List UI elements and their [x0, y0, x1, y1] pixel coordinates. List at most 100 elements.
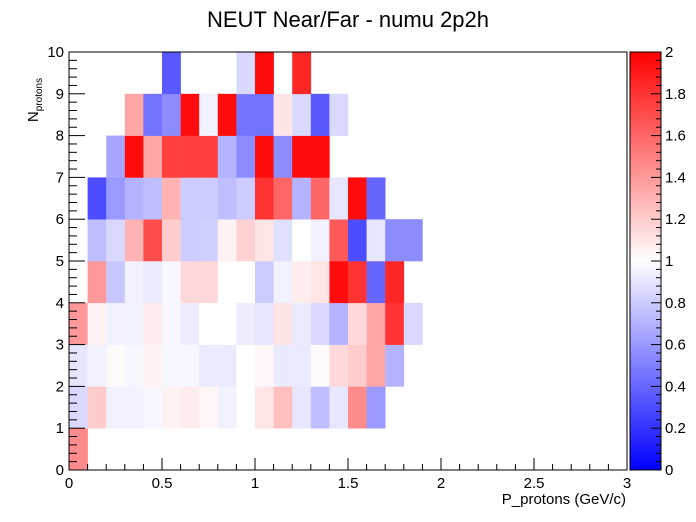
x-tick-label: 1 — [251, 475, 259, 492]
heatmap-cell — [385, 302, 405, 345]
x-tick-label: 3 — [623, 475, 631, 492]
heatmap-cell — [348, 261, 367, 304]
y-tick-label: 0 — [56, 462, 64, 479]
heatmap-cell — [255, 177, 274, 220]
heatmap-cell — [292, 344, 312, 387]
heatmap-cell — [217, 302, 237, 345]
heatmap-cell — [292, 135, 312, 178]
heatmap-cell — [292, 52, 312, 95]
heatmap-cell — [124, 177, 144, 220]
y-tick-label: 2 — [56, 378, 64, 395]
heatmap-cell — [162, 135, 181, 178]
heatmap-cell — [143, 219, 163, 262]
heatmap-cell — [273, 135, 293, 178]
heatmap-cell — [348, 219, 367, 262]
heatmap-cell — [366, 302, 386, 345]
heatmap-cell — [310, 261, 330, 304]
x-tick-label: 0.5 — [152, 475, 173, 492]
heatmap-cell — [366, 344, 386, 387]
heatmap-cell — [180, 219, 200, 262]
heatmap-cell — [366, 177, 386, 220]
heatmap-cell — [217, 177, 237, 220]
color-scale-axis: 0 0.2 0.4 0.6 0.8 1 1.2 1.4 1.6 1.8 2 — [651, 44, 686, 479]
heatmap-cell — [124, 93, 144, 136]
heatmap-cell — [273, 302, 293, 345]
heatmap-cell — [310, 135, 330, 178]
heatmap-cell — [162, 52, 181, 95]
heatmap-cell — [255, 93, 274, 136]
heatmap-cell — [162, 261, 181, 304]
heatmap-cell — [273, 386, 293, 429]
heatmap-cell — [329, 302, 349, 345]
y-tick-label: 4 — [56, 295, 64, 312]
heatmap-cell — [217, 135, 237, 178]
color-scale-tick-label: 0.6 — [665, 337, 686, 354]
heatmap-cell — [348, 302, 367, 345]
y-tick-label: 8 — [56, 128, 64, 145]
heatmap-cell — [162, 344, 181, 387]
heatmap-cell — [310, 302, 330, 345]
color-scale-tick-label: 0.2 — [665, 420, 686, 437]
heatmap-cell — [124, 344, 144, 387]
heatmap-cell — [236, 135, 256, 178]
heatmap-cell — [236, 177, 256, 220]
heatmap-cell — [180, 93, 200, 136]
heatmap-cell — [87, 344, 107, 387]
heatmap-cell — [273, 177, 293, 220]
heatmap-cell — [348, 177, 367, 220]
heatmap-cell — [106, 386, 126, 429]
x-tick-label: 2 — [437, 475, 445, 492]
heatmap-cell — [162, 386, 181, 429]
y-tick-label: 5 — [56, 253, 64, 270]
x-tick-label: 0 — [65, 475, 73, 492]
heatmap-cell — [87, 219, 107, 262]
x-axis: 0 0.5 1 1.5 2 2.5 3 — [65, 458, 631, 492]
heatmap-cell — [236, 386, 256, 429]
heatmap-cell — [143, 177, 163, 220]
y-tick-label: 1 — [56, 420, 64, 437]
heatmap-cell — [106, 135, 126, 178]
heatmap-cell — [273, 344, 293, 387]
color-scale-tick-label: 1.4 — [665, 169, 686, 186]
color-scale-tick-label: 1.2 — [665, 211, 686, 228]
heatmap-cells — [69, 52, 423, 471]
heatmap-cell — [236, 261, 256, 304]
heatmap-cell — [348, 344, 367, 387]
heatmap-cell — [292, 261, 312, 304]
heatmap-cell — [255, 135, 274, 178]
heatmap-cell — [273, 261, 293, 304]
heatmap-cell — [329, 344, 349, 387]
x-tick-label: 1.5 — [338, 475, 359, 492]
heatmap-cell — [292, 302, 312, 345]
heatmap-cell — [106, 302, 126, 345]
y-axis-label-main: N — [25, 111, 42, 122]
y-tick-label: 6 — [56, 211, 64, 228]
heatmap-cell — [199, 177, 219, 220]
heatmap-cell — [255, 261, 274, 304]
heatmap-cell — [143, 93, 163, 136]
y-tick-label: 9 — [56, 86, 64, 103]
y-axis-label-sub: protons — [34, 78, 45, 111]
heatmap-cell — [199, 261, 219, 304]
heatmap-cell — [143, 344, 163, 387]
heatmap-cell — [217, 261, 237, 304]
heatmap-cell — [366, 261, 386, 304]
heatmap-cell — [180, 135, 200, 178]
heatmap-cell — [69, 344, 88, 387]
heatmap-cell — [180, 302, 200, 345]
heatmap-cell — [143, 261, 163, 304]
heatmap-cell — [143, 386, 163, 429]
heatmap-cell — [162, 302, 181, 345]
y-axis: 0 1 2 3 4 5 6 7 8 9 10 — [47, 44, 85, 479]
heatmap-cell — [124, 386, 144, 429]
heatmap-cell — [199, 219, 219, 262]
heatmap-cell — [366, 219, 386, 262]
svg-text:Nprotons: Nprotons — [25, 78, 45, 122]
heatmap-cell — [217, 93, 237, 136]
heatmap-cell — [199, 93, 219, 136]
heatmap-cell — [310, 219, 330, 262]
color-scale-tick-label: 0 — [665, 462, 673, 479]
heatmap-cell — [106, 344, 126, 387]
heatmap-cell — [255, 344, 274, 387]
